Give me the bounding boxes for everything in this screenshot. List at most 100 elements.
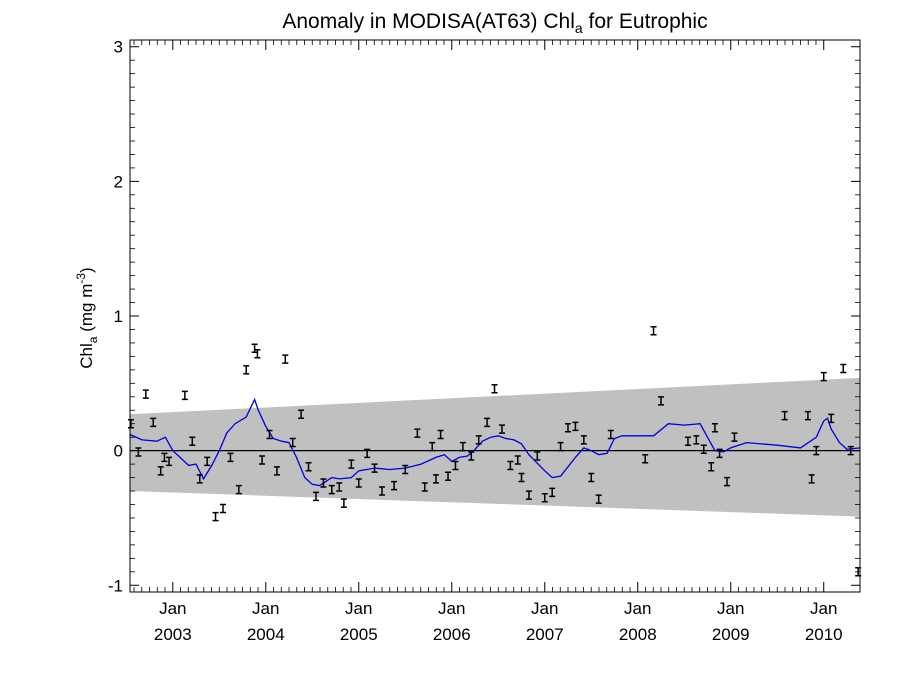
y-tick-label-2: 1: [114, 307, 123, 326]
data-point-17: [254, 348, 261, 359]
data-point-61: [588, 472, 595, 483]
x-tick-month-label-5: Jan: [624, 599, 651, 618]
y-tick-label-1: 0: [114, 442, 123, 461]
chart-title-subscript: a: [575, 20, 583, 36]
data-point-79: [820, 371, 827, 382]
data-point-24: [305, 462, 312, 472]
data-point-8: [189, 436, 196, 446]
data-point-14: [235, 484, 242, 495]
data-point-40: [432, 474, 439, 484]
data-point-60: [580, 435, 587, 445]
data-point-35: [391, 480, 398, 491]
data-point-81: [840, 363, 847, 374]
data-point-25: [312, 491, 319, 502]
data-point-30: [348, 459, 355, 469]
data-point-59: [572, 421, 579, 432]
data-point-62: [595, 494, 602, 504]
data-point-58: [565, 422, 571, 433]
data-point-23: [298, 409, 305, 420]
x-tick-month-label-0: Jan: [159, 599, 186, 618]
smoothed-series-line: [129, 397, 861, 487]
data-point-45: [468, 451, 475, 461]
data-point-38: [421, 482, 428, 492]
chart-title: Anomaly in MODISA(AT63) Chla for Eutroph…: [282, 10, 707, 36]
x-tick-year-label-1: 2004: [247, 625, 285, 644]
x-tick-year-label-6: 2009: [712, 625, 750, 644]
data-point-65: [650, 326, 657, 336]
data-point-70: [708, 462, 715, 472]
data-point-72: [716, 448, 723, 459]
data-point-51: [514, 455, 521, 465]
data-point-5: [161, 452, 168, 463]
confidence-band: [130, 377, 860, 517]
data-point-76: [804, 410, 811, 421]
data-point-77: [808, 474, 815, 484]
y-axis-label-subscript: a: [86, 336, 100, 343]
data-point-13: [227, 452, 234, 463]
x-tick-month-label-2: Jan: [345, 599, 372, 618]
data-point-66: [657, 396, 664, 406]
data-point-80: [828, 413, 835, 424]
data-point-9: [196, 474, 203, 484]
x-tick-month-label-6: Jan: [717, 599, 744, 618]
data-point-73: [724, 476, 731, 487]
data-point-4: [157, 466, 164, 476]
data-point-42: [445, 471, 452, 481]
data-point-28: [336, 482, 343, 492]
data-point-21: [282, 354, 289, 364]
x-tick-month-label-1: Jan: [252, 599, 279, 618]
y-tick-label-3: 2: [114, 172, 123, 191]
data-point-36: [402, 464, 409, 475]
data-point-52: [518, 472, 525, 483]
data-point-56: [549, 487, 556, 498]
data-point-63: [607, 429, 614, 440]
data-point-12: [219, 503, 226, 514]
data-point-71: [711, 422, 718, 433]
x-tick-year-label-2: 2005: [340, 625, 378, 644]
chart-title-tail: for Eutrophic: [583, 10, 708, 33]
y-axis-label-mid: (mg m: [77, 284, 96, 337]
data-point-6: [166, 456, 173, 467]
data-point-31: [355, 478, 362, 488]
data-point-15: [243, 365, 250, 375]
data-point-75: [781, 410, 788, 421]
data-point-1: [135, 447, 142, 457]
data-point-34: [379, 486, 386, 496]
y-axis-label-main: Chl: [77, 343, 96, 369]
data-point-37: [414, 428, 421, 438]
data-point-41: [437, 429, 444, 440]
data-point-78: [813, 445, 820, 456]
data-point-74: [731, 432, 738, 442]
data-point-32: [364, 448, 371, 459]
x-tick-year-label-7: 2010: [805, 625, 843, 644]
data-point-68: [693, 435, 700, 445]
data-point-16: [251, 343, 258, 354]
data-point-10: [204, 456, 211, 467]
data-point-39: [429, 441, 436, 452]
y-axis-label-end: ): [77, 267, 96, 273]
data-point-57: [557, 441, 564, 452]
data-point-7: [181, 390, 188, 401]
x-tick-month-label-7: Jan: [810, 599, 837, 618]
data-point-3: [150, 417, 157, 428]
y-tick-label-0: -1: [108, 576, 123, 595]
data-point-82: [847, 445, 854, 456]
data-point-47: [484, 417, 491, 428]
data-point-48: [491, 383, 498, 394]
data-point-27: [328, 484, 335, 495]
chart-title-main: Anomaly in MODISA(AT63) Chl: [282, 10, 575, 33]
x-tick-year-label-4: 2007: [526, 625, 564, 644]
data-point-44: [459, 441, 466, 452]
y-axis-label: Chla (mg m-3): [74, 267, 100, 368]
data-point-55: [541, 493, 548, 503]
data-point-43: [452, 460, 459, 471]
data-point-26: [320, 478, 327, 488]
x-tick-year-label-0: 2003: [154, 625, 192, 644]
plot-area: -1 0 1 2 3 Jan 2003 Jan 2004 Jan 2005 Jan 2006 Jan 200…: [108, 38, 862, 644]
data-point-54: [534, 451, 541, 461]
data-point-18: [259, 455, 266, 465]
data-point-53: [525, 490, 532, 500]
data-point-29: [340, 498, 347, 508]
x-tick-month-label-4: Jan: [531, 599, 558, 618]
